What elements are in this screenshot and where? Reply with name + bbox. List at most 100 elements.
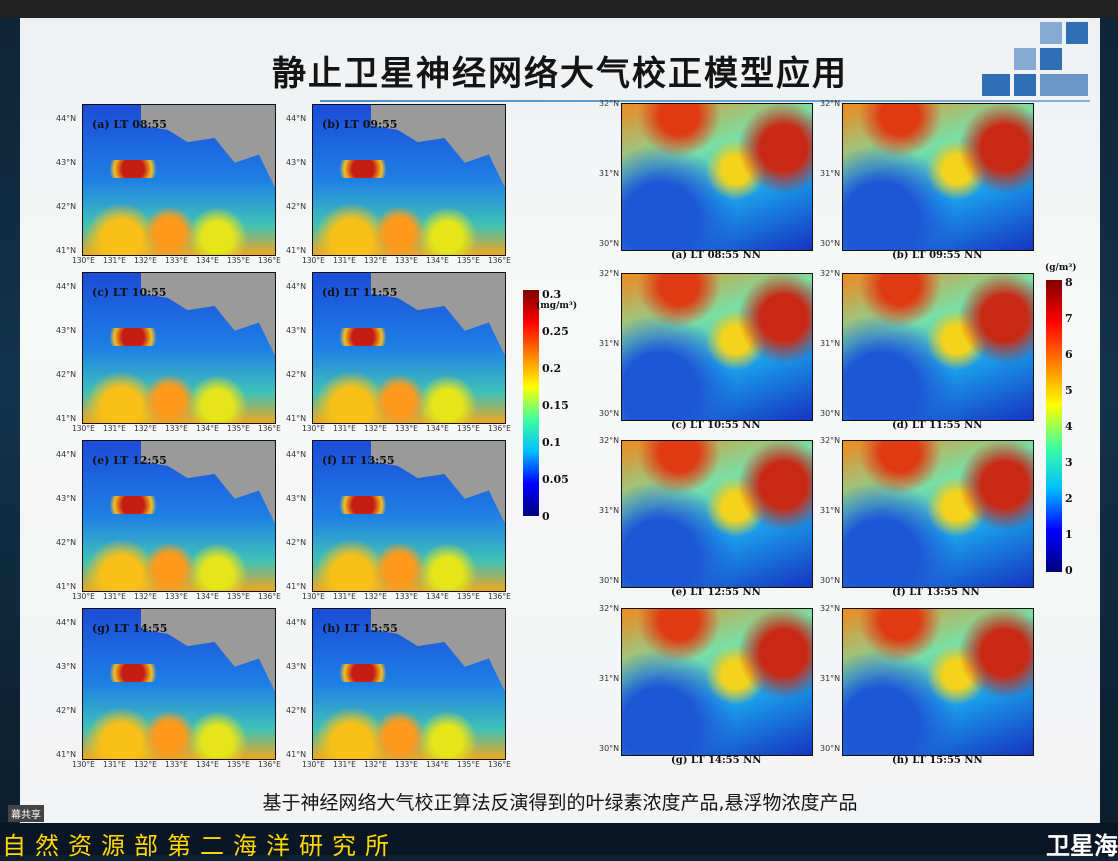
suspended-matter-map <box>621 273 813 421</box>
lat-label: 44°N <box>286 618 307 627</box>
lat-label: 41°N <box>286 582 307 591</box>
lat-label: 41°N <box>286 750 307 759</box>
suspended-matter-map <box>621 103 813 251</box>
lat-label: 44°N <box>56 114 77 123</box>
lon-label: 133°E <box>165 256 188 265</box>
colorbar-tick: 8 <box>1065 276 1073 289</box>
lon-label: 132°E <box>134 760 157 769</box>
lon-label: 131°E <box>333 424 356 433</box>
lat-label: 42°N <box>286 706 307 715</box>
lat-label: 32°N <box>820 99 841 108</box>
chlorophyll-map <box>82 440 276 592</box>
lon-label: 130°E <box>302 424 325 433</box>
colorbar-tick: 7 <box>1065 312 1073 325</box>
lon-label: 135°E <box>227 424 250 433</box>
colorbar-tick: 4 <box>1065 420 1073 433</box>
coastal-bloom <box>333 328 393 346</box>
lat-label: 41°N <box>56 582 77 591</box>
bottom-banner <box>0 823 1118 855</box>
colorbar-tick: 5 <box>1065 384 1073 397</box>
lon-label: 131°E <box>103 592 126 601</box>
screen-share-label: 幕共享 <box>8 805 44 822</box>
lat-label: 43°N <box>286 158 307 167</box>
lon-label: 135°E <box>227 256 250 265</box>
lat-label: 32°N <box>599 604 620 613</box>
suspended-matter-colorbar <box>1046 280 1062 572</box>
colorbar-tick: 0.25 <box>542 325 569 338</box>
lat-label: 41°N <box>56 750 77 759</box>
chlorophyll-map <box>312 104 506 256</box>
lon-label: 133°E <box>165 760 188 769</box>
panel-label: (c) LT 10:55 NN <box>671 420 761 431</box>
panel-label: (c) LT 10:55 <box>92 286 167 299</box>
lat-label: 30°N <box>599 239 620 248</box>
panel-label: (a) LT 08:55 <box>92 118 167 131</box>
coastal-bloom <box>103 160 163 178</box>
colorbar-tick: 0.2 <box>542 362 562 375</box>
lat-label: 31°N <box>599 339 620 348</box>
lat-label: 30°N <box>820 409 841 418</box>
lat-label: 42°N <box>286 202 307 211</box>
colorbar-tick: 3 <box>1065 456 1073 469</box>
chlorophyll-map <box>312 440 506 592</box>
panel-label: (d) LT 11:55 <box>322 286 398 299</box>
lon-label: 132°E <box>134 256 157 265</box>
lat-label: 31°N <box>820 674 841 683</box>
colorbar-tick: 1 <box>1065 528 1073 541</box>
lon-label: 133°E <box>395 256 418 265</box>
lon-label: 134°E <box>196 424 219 433</box>
lat-label: 44°N <box>286 114 307 123</box>
chlorophyll-map <box>82 104 276 256</box>
lat-label: 31°N <box>599 169 620 178</box>
lon-label: 134°E <box>426 592 449 601</box>
lon-label: 130°E <box>302 592 325 601</box>
lon-label: 135°E <box>457 592 480 601</box>
lon-label: 136°E <box>488 760 511 769</box>
lon-label: 132°E <box>364 592 387 601</box>
colorbar-tick: 0.3 <box>542 288 562 301</box>
lon-label: 136°E <box>488 256 511 265</box>
chlorophyll-map <box>82 272 276 424</box>
lat-label: 31°N <box>820 506 841 515</box>
top-bar <box>0 0 1118 18</box>
lat-label: 43°N <box>56 158 77 167</box>
lat-label: 32°N <box>820 436 841 445</box>
lon-label: 131°E <box>103 424 126 433</box>
panel-label: (f) LT 13:55 <box>322 454 395 467</box>
chlorophyll-map <box>312 608 506 760</box>
lat-label: 31°N <box>599 674 620 683</box>
lat-label: 41°N <box>56 246 77 255</box>
lon-label: 136°E <box>488 592 511 601</box>
panel-label: (g) LT 14:55 NN <box>671 755 762 766</box>
footer-right-text: 卫星海 <box>1046 832 1118 860</box>
lat-label: 43°N <box>286 494 307 503</box>
lat-label: 44°N <box>56 618 77 627</box>
panel-label: (e) LT 12:55 <box>92 454 167 467</box>
colorbar-tick: 0.15 <box>542 399 569 412</box>
lat-label: 43°N <box>286 326 307 335</box>
lon-label: 130°E <box>72 760 95 769</box>
colorbar-tick: 0.05 <box>542 473 569 486</box>
lon-label: 136°E <box>258 760 281 769</box>
lon-label: 132°E <box>364 760 387 769</box>
lon-label: 136°E <box>258 592 281 601</box>
panel-label: (e) LT 12:55 NN <box>671 587 761 598</box>
lat-label: 41°N <box>286 414 307 423</box>
lat-label: 42°N <box>286 538 307 547</box>
lon-label: 133°E <box>165 592 188 601</box>
coastal-bloom <box>333 664 393 682</box>
lat-label: 42°N <box>286 370 307 379</box>
lon-label: 136°E <box>258 424 281 433</box>
suspended-matter-map <box>842 608 1034 756</box>
lon-label: 130°E <box>302 256 325 265</box>
colorbar-unit: (g/m³) <box>1045 263 1077 273</box>
lon-label: 135°E <box>457 256 480 265</box>
coastal-bloom <box>103 664 163 682</box>
lon-label: 133°E <box>395 760 418 769</box>
colorbar-tick: 0 <box>1065 564 1073 577</box>
chlorophyll-map <box>82 608 276 760</box>
lat-label: 44°N <box>286 282 307 291</box>
lon-label: 133°E <box>395 592 418 601</box>
lon-label: 131°E <box>333 256 356 265</box>
colorbar-unit: (mg/m³) <box>536 301 578 311</box>
